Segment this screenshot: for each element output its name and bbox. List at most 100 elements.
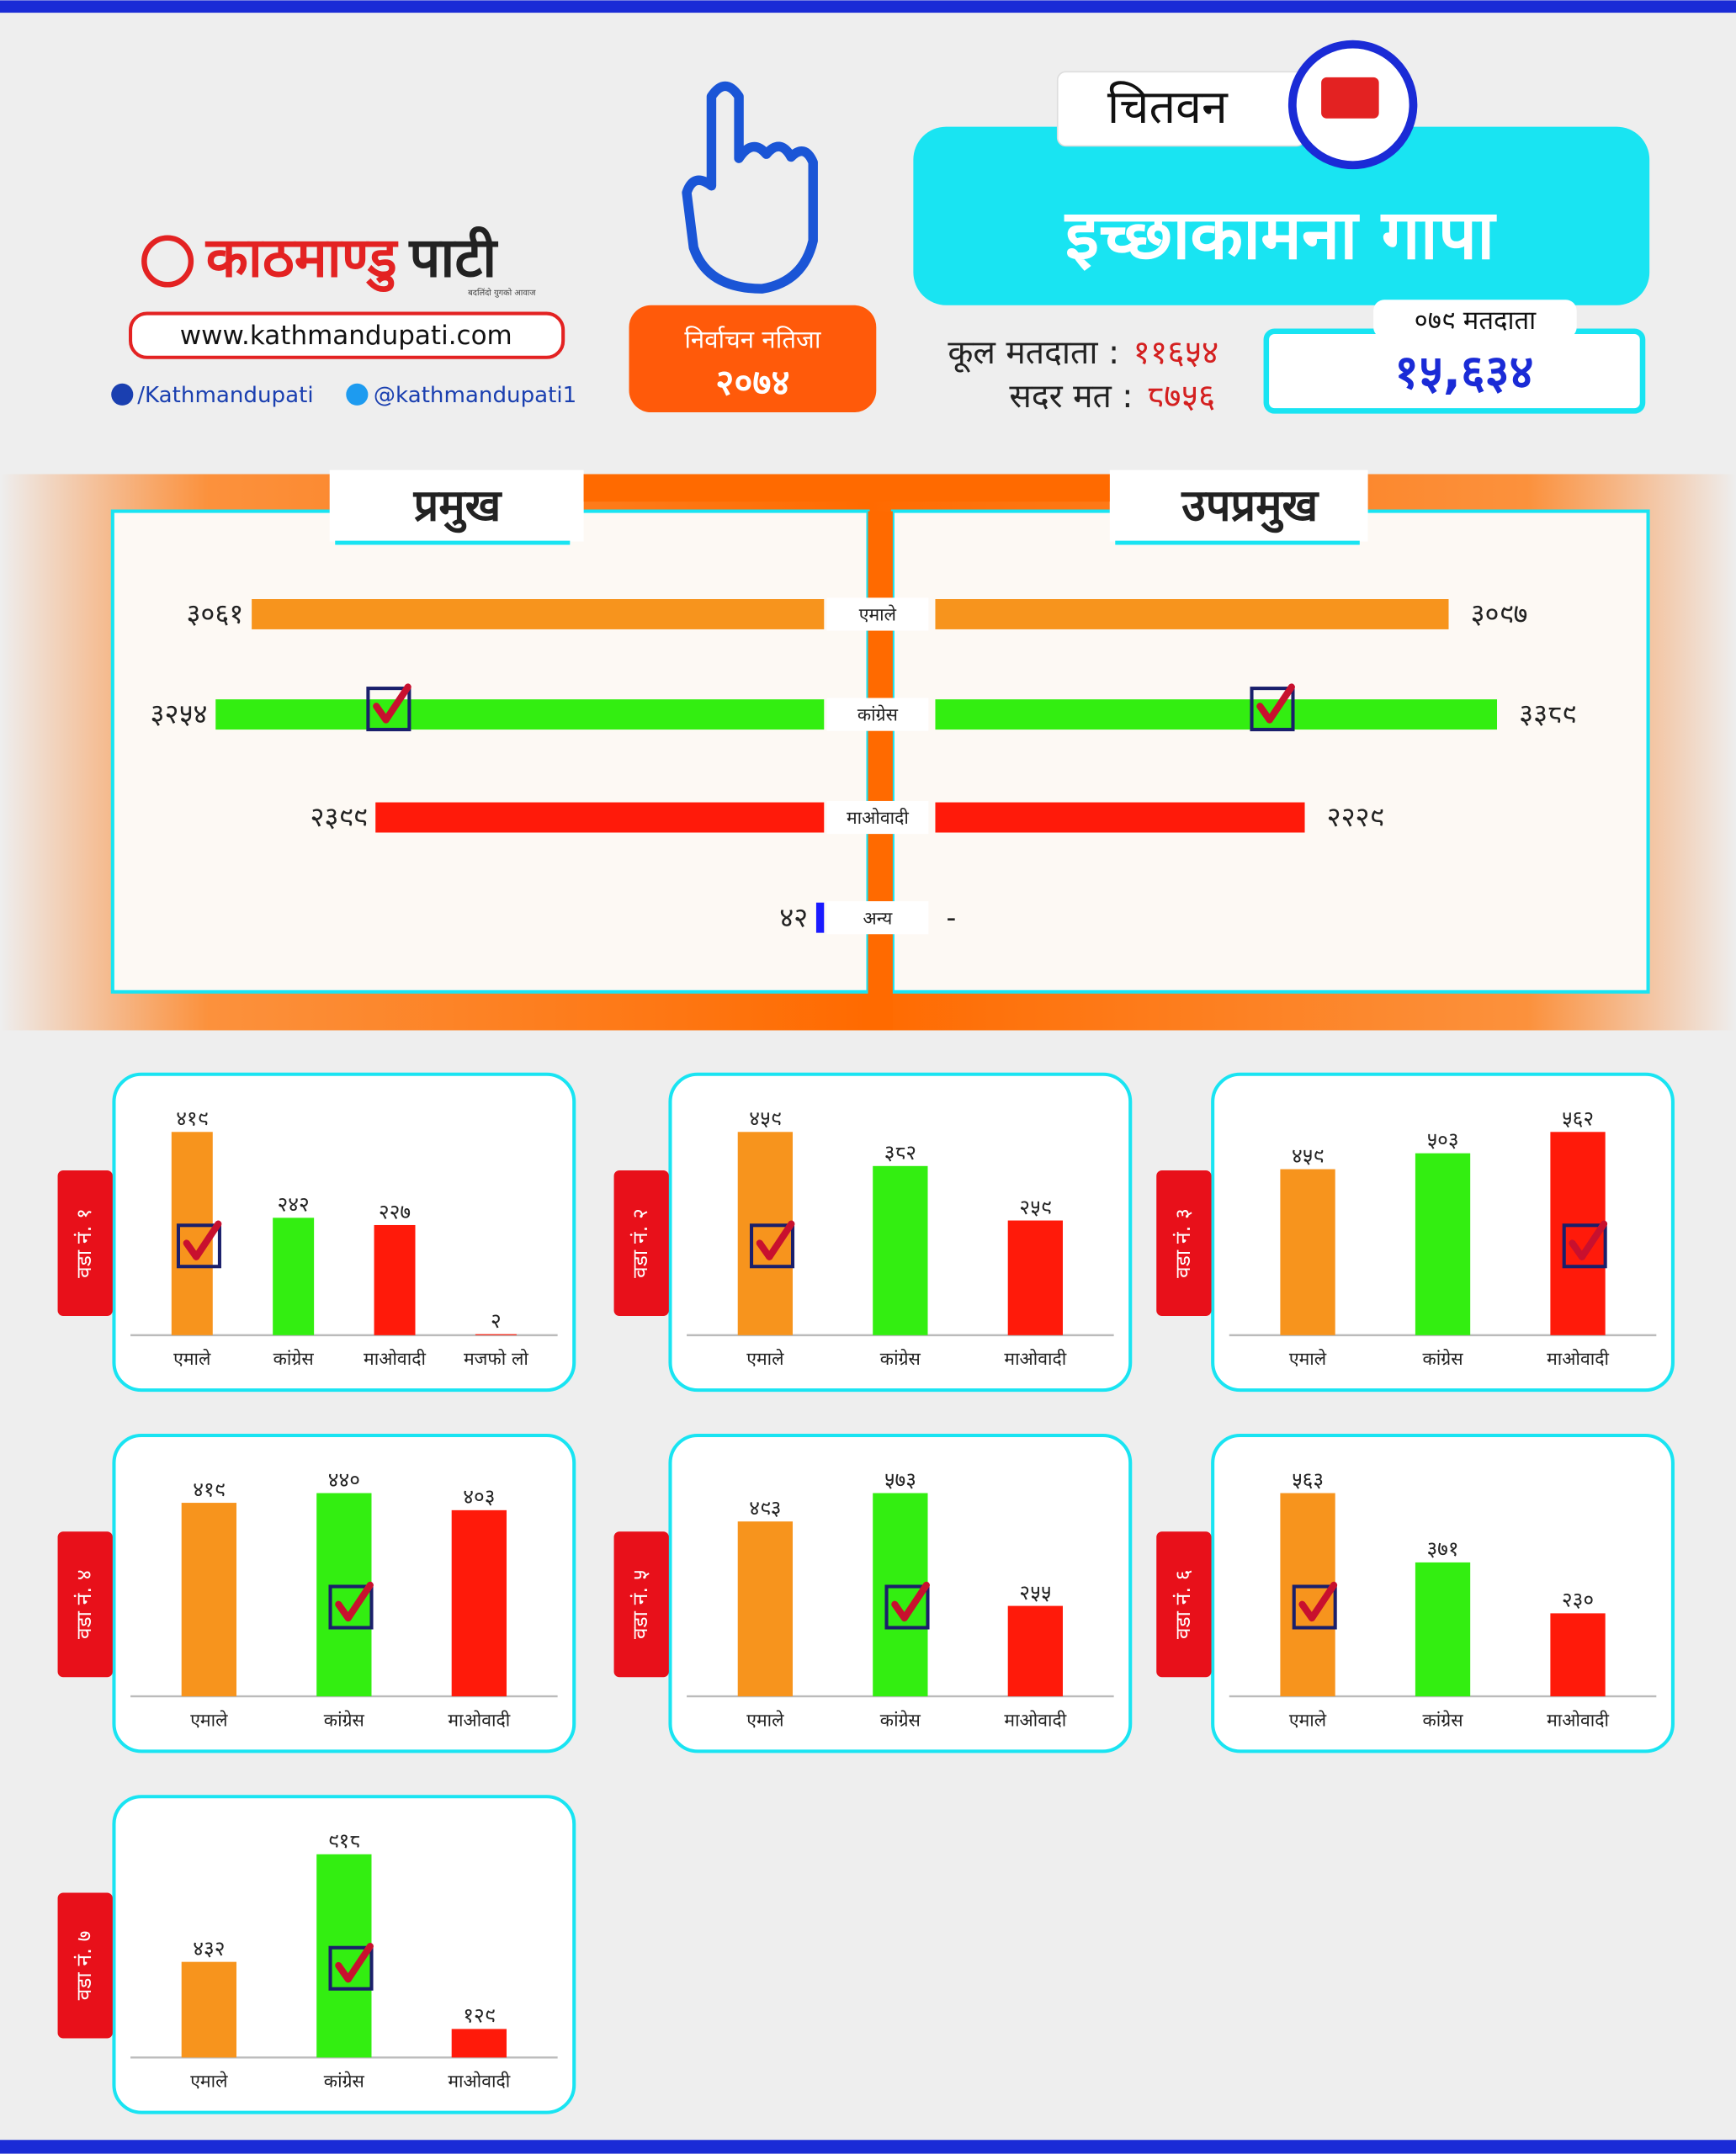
bar [815, 902, 825, 933]
ward-title: वडा नं. ७ [72, 1931, 96, 2001]
value-label: २५९ [1019, 1195, 1051, 1219]
twitter-icon [346, 383, 369, 406]
bar [374, 1224, 416, 1335]
facebook-icon [111, 383, 134, 406]
value-label: ४५९ [1292, 1143, 1324, 1168]
value-label: ४९३ [749, 1496, 781, 1520]
winner-box [328, 1945, 374, 1991]
ward-title: वडा नं. १ [72, 1208, 96, 1278]
value-label: ४१९ [193, 1477, 225, 1501]
winner-check [1569, 1220, 1608, 1260]
category-label: माओवादी [847, 808, 909, 829]
value-label: २२२९ [1327, 801, 1384, 833]
ward-tab [613, 1170, 669, 1316]
website-box [129, 311, 565, 359]
bar [1415, 1562, 1471, 1697]
logo-icon [141, 235, 194, 288]
value-label: २३० [1562, 1588, 1594, 1612]
orange-top [583, 474, 1110, 502]
value-label: ३०६१ [186, 598, 243, 630]
winner-box [176, 1223, 221, 1269]
panel-right [890, 509, 1650, 994]
winner-box [366, 687, 411, 732]
category-box [826, 800, 929, 835]
value-label: ९१८ [328, 1828, 360, 1853]
winner-box [328, 1584, 374, 1630]
panel-title: प्रमुख [413, 480, 503, 533]
valid-votes-label: सदर मत : [1009, 378, 1133, 416]
value-label: ३८२ [884, 1140, 916, 1165]
category-box [826, 698, 929, 731]
value-label: ५६३ [1292, 1467, 1324, 1492]
municipality: इच्छाकामना गापा [1064, 195, 1497, 275]
category-label: एमाले [746, 1710, 784, 1731]
category-label: एमाले [190, 1710, 228, 1731]
winner-box [1292, 1584, 1337, 1630]
bar [181, 1961, 236, 2058]
ward-title: वडा नं. ४ [72, 1569, 96, 1639]
value-label: २३९९ [311, 801, 368, 833]
bar [451, 2029, 507, 2058]
winner-box [1250, 687, 1295, 732]
winner-check [183, 1220, 222, 1260]
category-label: माओवादी [1547, 1710, 1609, 1731]
value-label: ४१९ [176, 1106, 208, 1131]
category-label: माओवादी [1004, 1710, 1066, 1731]
category-box [826, 901, 929, 935]
bar [1007, 1605, 1063, 1697]
bar [935, 802, 1305, 833]
bar [475, 1334, 517, 1335]
twitter: @kathmandupati1 [374, 383, 576, 408]
hand-icon [682, 81, 818, 294]
website: www.kathmandupati.com [180, 321, 512, 351]
title-box-left [329, 470, 584, 542]
value-label: ३२५४ [151, 698, 208, 730]
category-label: कांग्रेस [857, 705, 899, 726]
ward-title: वडा नं. ३ [1171, 1208, 1195, 1278]
category-label: कांग्रेस [880, 1349, 921, 1370]
district: चितवन [1107, 80, 1229, 135]
value-label: २५५ [1019, 1580, 1051, 1605]
ward-tab [613, 1531, 669, 1678]
category-box [826, 597, 929, 631]
category-label: कांग्रेस [273, 1349, 315, 1370]
ward-tab [57, 1170, 113, 1316]
value-label: ४०३ [463, 1484, 495, 1509]
category-label: कांग्रेस [880, 1710, 921, 1731]
voters-079: १५,६३४ [1394, 345, 1533, 400]
ward-title: वडा नं. ५ [628, 1569, 652, 1639]
ward-title: वडा नं. ६ [1171, 1569, 1195, 1639]
category-label: कांग्रेस [324, 2072, 365, 2093]
category-label: एमाले [190, 2072, 228, 2093]
value-label: ५७३ [884, 1467, 916, 1492]
category-label: मजफो लो [464, 1349, 528, 1370]
valid-votes: ८७५६ [1147, 378, 1215, 416]
bar [1550, 1613, 1606, 1697]
ward-tab [57, 1892, 113, 2039]
badge-year: २०७४ [715, 363, 789, 404]
ward-tab [1156, 1170, 1212, 1316]
bar [451, 1509, 507, 1697]
value-label: ३७१ [1426, 1536, 1458, 1561]
value-label: १२९ [463, 2003, 495, 2028]
facebook: /Kathmandupati [137, 383, 313, 408]
bottom-stripe [0, 2140, 1736, 2154]
category-label: अन्य [863, 908, 893, 929]
voters-079-label: ०७९ मतदाता [1415, 305, 1537, 336]
bar [181, 1503, 236, 1697]
category-label: माओवादी [364, 1349, 426, 1370]
category-label: कांग्रेस [1423, 1710, 1464, 1731]
value-label: ४३२ [193, 1936, 225, 1960]
value-label: ५६२ [1562, 1106, 1594, 1131]
panel-left [110, 509, 870, 994]
winner-check [891, 1581, 930, 1622]
bar [1280, 1169, 1335, 1335]
winner-check [756, 1220, 795, 1260]
winner-box [1562, 1223, 1607, 1269]
badge-title: निर्वाचन नतिजा [684, 326, 822, 354]
value-label: - [947, 901, 957, 933]
total-voters-label: कूल मतदाता : [948, 334, 1119, 373]
value-label: २ [491, 1308, 502, 1333]
